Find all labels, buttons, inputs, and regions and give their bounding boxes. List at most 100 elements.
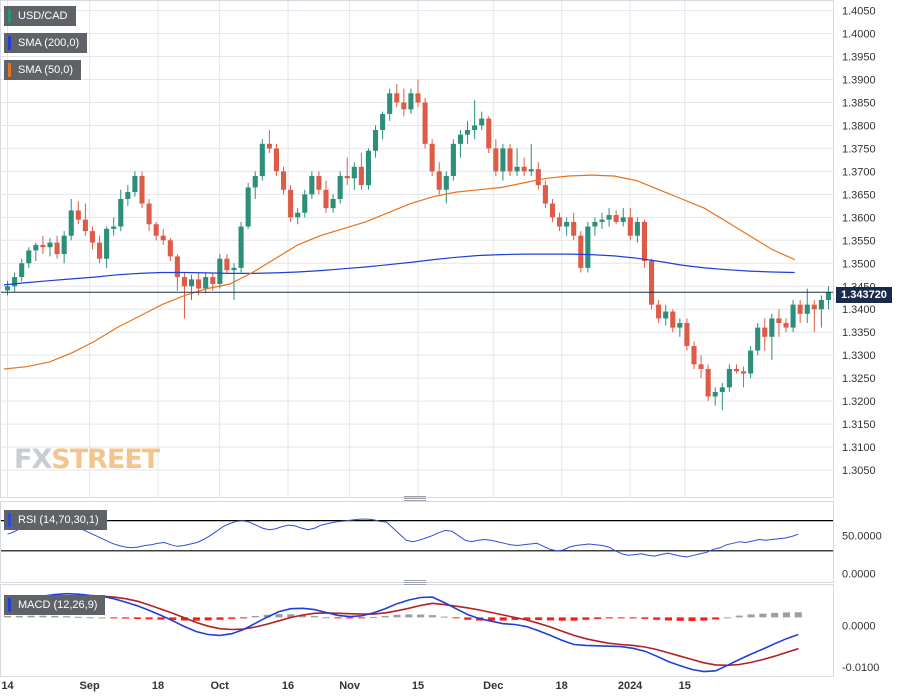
price-axis-tick-label: 1.3850 [842, 97, 876, 109]
macd-histogram-bar-positive [440, 616, 448, 618]
macd-histogram-bar-negative [487, 617, 495, 621]
rsi-panel-resize-handle[interactable] [404, 496, 426, 501]
macd-histogram-bar-positive [63, 616, 71, 618]
candle-up [302, 194, 308, 213]
price-axis-tick-label: 1.3350 [842, 327, 876, 339]
x-axis-tick-label: 18 [152, 680, 164, 692]
candle-up [677, 323, 683, 328]
price-panel[interactable]: 1.4050 1.4000 1.3950 1.3900 1.3850 1.3800 1.37… [0, 0, 876, 499]
legend-sma200-label: SMA (200,0) [18, 37, 80, 49]
fxstreet-watermark-logo: FXSTREET [14, 444, 160, 475]
price-axis-tick-label: 1.3050 [842, 465, 876, 477]
candle-down [146, 203, 152, 225]
macd-histogram-bar-positive [98, 617, 106, 619]
macd-histogram-bar-negative [511, 617, 519, 620]
macd-histogram-bar-positive [405, 614, 413, 618]
candle-up [450, 143, 456, 176]
candle-down [323, 189, 329, 209]
price-axis-tick-label: 1.3950 [842, 52, 876, 64]
macd-panel-resize-handle[interactable] [404, 580, 426, 585]
legend-swatch-sma50 [8, 63, 11, 77]
macd-histogram-bar-negative [653, 617, 661, 620]
candle-down [627, 217, 633, 236]
macd-histogram-bar-positive [287, 614, 295, 618]
macd-histogram-bar-negative [169, 617, 177, 621]
candle-down [705, 368, 711, 397]
macd-histogram-bar-negative [145, 617, 153, 620]
legend-macd[interactable]: MACD (12,26,9) [4, 595, 106, 615]
candle-down [613, 215, 619, 222]
candle-up [217, 258, 223, 284]
candle-down [691, 345, 697, 365]
macd-histogram-bar-negative [133, 617, 141, 620]
macd-histogram-bar-negative [204, 617, 212, 621]
candle-up [12, 277, 18, 287]
candle-up [203, 277, 209, 289]
candle-up [47, 242, 53, 248]
macd-histogram-bar-negative [523, 617, 531, 620]
candle-up [825, 292, 832, 301]
macd-histogram-bar-positive [299, 614, 307, 618]
macd-histogram-bar-positive [747, 614, 755, 618]
sma200-line [3, 253, 795, 286]
candle-up [295, 212, 301, 218]
rsi-axis-tick-label: 0.0000 [842, 568, 876, 580]
price-axis-tick-label: 1.3400 [842, 304, 876, 316]
candle-up [585, 226, 591, 268]
legend-rsi[interactable]: RSI (14,70,30,1) [4, 510, 107, 530]
macd-histogram-bar-positive [759, 613, 767, 618]
price-axis-tick-label: 1.4000 [842, 29, 876, 41]
candle-down [266, 143, 272, 149]
candle-up [231, 267, 237, 271]
candle-down [174, 256, 180, 278]
candle-down [493, 148, 499, 172]
macd-histogram-bar-positive [417, 614, 425, 618]
candle-down [288, 189, 294, 218]
candle-down [549, 203, 556, 218]
price-axis-tick-label: 1.3750 [842, 143, 876, 155]
macd-histogram-bar-negative [216, 617, 224, 620]
candle-up [606, 215, 612, 220]
price-axis-tick-label: 1.3300 [842, 350, 876, 362]
legend-sma50[interactable]: SMA (50,0) [4, 60, 82, 80]
candle-down [224, 258, 230, 271]
last-price-badge: 1.343720 [836, 287, 892, 303]
macd-histogram-bar-negative [688, 617, 696, 621]
candle-up [245, 187, 251, 227]
x-axis: 14 Sep 18 Oct 16 Nov 15 Dec 18 2024 15 [1, 680, 691, 692]
candle-down [316, 175, 322, 190]
macd-histogram-bar-negative [181, 617, 189, 621]
macd-histogram-bar-positive [51, 615, 59, 618]
legend-rsi-label: RSI (14,70,30,1) [18, 514, 99, 526]
candle-up [514, 166, 520, 172]
macd-histogram-bar-negative [334, 617, 342, 619]
candle-down [160, 235, 166, 241]
legend-usdcad[interactable]: USD/CAD [4, 6, 76, 26]
macd-histogram-bar-positive [369, 616, 377, 618]
macd-histogram-bar-positive [275, 614, 283, 618]
panel-frame [0, 0, 834, 498]
rsi-panel[interactable]: 50.0000 0.0000 [0, 501, 882, 583]
candle-up [61, 235, 67, 255]
candle-up [330, 198, 336, 209]
macd-histogram-bar-positive [393, 614, 401, 618]
candle-down [415, 93, 421, 103]
macd-histogram-bar-positive [86, 617, 94, 619]
macd-histogram-bar-negative [122, 617, 130, 619]
candle-up [238, 226, 244, 268]
macd-histogram-bar-negative [605, 617, 613, 619]
candle-down [797, 304, 803, 314]
candle-down [210, 277, 216, 284]
x-axis-tick-label: 18 [556, 680, 568, 692]
candle-down [181, 277, 188, 287]
candle-up [755, 327, 761, 351]
macd-histogram-bar-negative [570, 617, 578, 621]
x-axis-tick-label: 15 [412, 680, 424, 692]
macd-panel[interactable]: 0.0000 -0.0100 [0, 584, 880, 677]
candle-down [507, 148, 513, 172]
macd-line [7, 592, 799, 673]
candle-up [818, 300, 824, 310]
candle-up [68, 210, 74, 236]
macd-histogram-bar-negative [617, 617, 625, 619]
legend-sma200[interactable]: SMA (200,0) [4, 33, 88, 53]
